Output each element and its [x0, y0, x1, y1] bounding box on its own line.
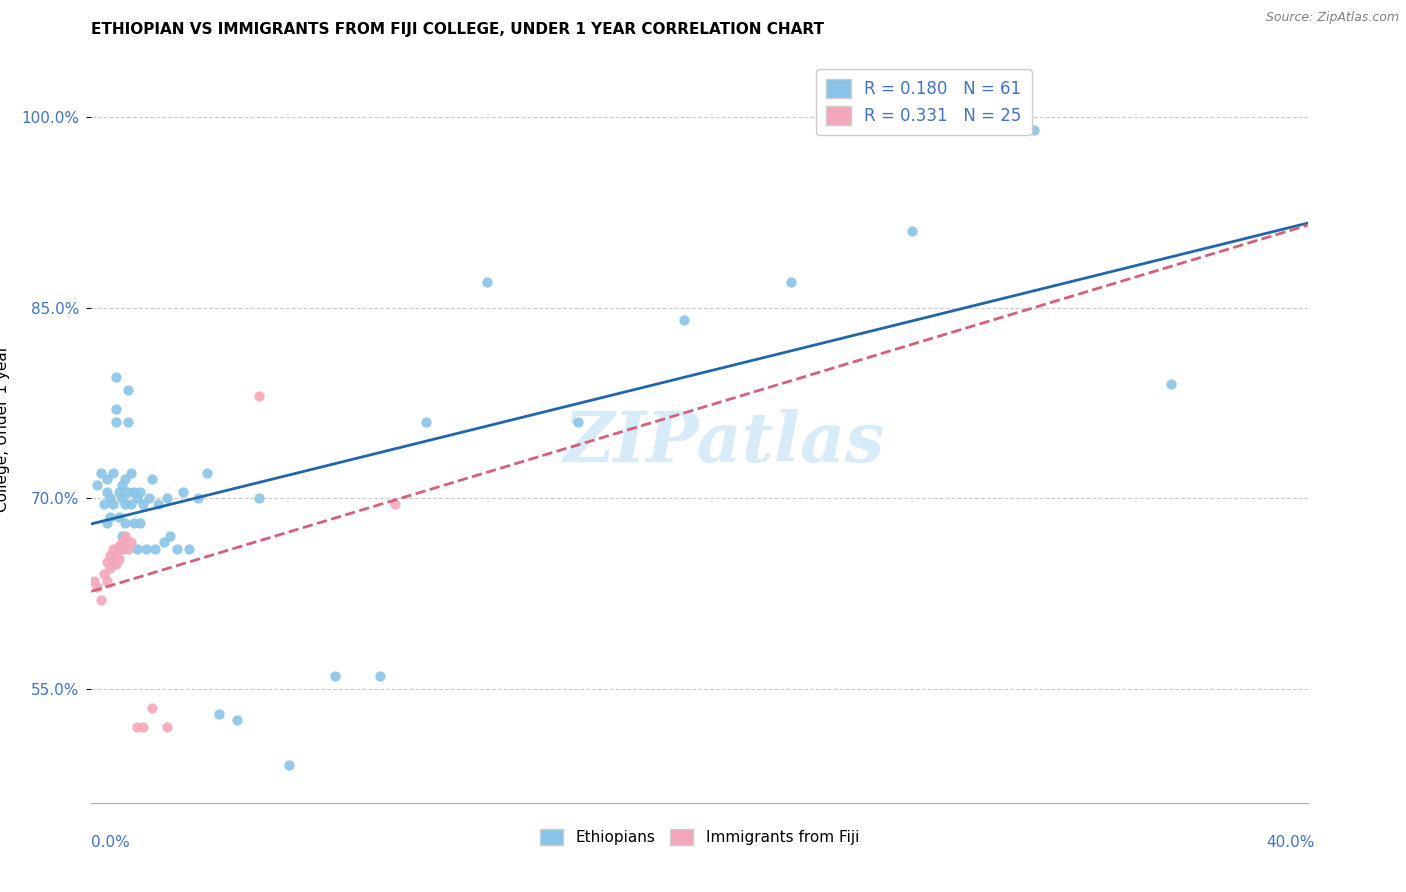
Point [98, 561, 121, 575]
Point [159, 529, 181, 543]
Point [125, 541, 148, 556]
Point [247, 389, 270, 403]
Point [114, 472, 136, 486]
Point [125, 491, 148, 505]
Point [114, 516, 136, 531]
Point [129, 484, 152, 499]
Point [98, 491, 121, 505]
Point [384, 497, 406, 511]
Point [166, 541, 188, 556]
Point [1022, 122, 1045, 136]
Point [107, 552, 129, 566]
Point [86, 580, 108, 594]
Point [107, 484, 129, 499]
Point [96, 472, 118, 486]
Point [101, 554, 124, 568]
Point [117, 541, 139, 556]
Point [101, 497, 124, 511]
Point [111, 491, 134, 505]
Point [96, 574, 118, 588]
Legend: Ethiopians, Immigrants from Fiji: Ethiopians, Immigrants from Fiji [534, 823, 865, 851]
Point [111, 535, 134, 549]
Point [120, 497, 142, 511]
Point [111, 541, 134, 556]
Point [177, 541, 200, 556]
Point [195, 466, 218, 480]
Point [156, 720, 179, 734]
Point [104, 415, 127, 429]
Point [101, 541, 124, 556]
Point [104, 402, 127, 417]
Text: Source: ZipAtlas.com: Source: ZipAtlas.com [1265, 11, 1399, 24]
Point [111, 541, 134, 556]
Point [247, 491, 270, 505]
Text: ETHIOPIAN VS IMMIGRANTS FROM FIJI COLLEGE, UNDER 1 YEAR CORRELATION CHART: ETHIOPIAN VS IMMIGRANTS FROM FIJI COLLEG… [91, 22, 824, 37]
Point [567, 415, 589, 429]
Point [98, 548, 121, 562]
Point [278, 757, 301, 772]
Point [111, 529, 134, 543]
Point [120, 535, 142, 549]
Point [901, 224, 924, 238]
Text: 40.0%: 40.0% [1267, 836, 1315, 850]
Point [107, 510, 129, 524]
Point [117, 484, 139, 499]
Point [368, 669, 391, 683]
Point [104, 548, 127, 562]
Point [107, 539, 129, 553]
Point [89, 466, 111, 480]
Point [132, 497, 155, 511]
Text: ZIPatlas: ZIPatlas [564, 409, 884, 477]
Point [125, 720, 148, 734]
Point [122, 516, 145, 531]
Point [187, 491, 209, 505]
Point [98, 510, 121, 524]
Point [779, 275, 801, 289]
Point [323, 669, 346, 683]
Point [156, 491, 179, 505]
Point [96, 554, 118, 568]
Point [89, 592, 111, 607]
Y-axis label: College, Under 1 year: College, Under 1 year [0, 344, 10, 512]
Point [104, 370, 127, 384]
Point [148, 497, 170, 511]
Point [114, 529, 136, 543]
Point [117, 383, 139, 397]
Point [475, 275, 498, 289]
Point [83, 574, 105, 588]
Point [1160, 376, 1182, 391]
Point [86, 478, 108, 492]
Point [114, 497, 136, 511]
Point [172, 484, 194, 499]
Point [415, 415, 437, 429]
Point [138, 491, 160, 505]
Point [208, 706, 231, 721]
Point [153, 535, 176, 549]
Point [120, 466, 142, 480]
Point [111, 478, 134, 492]
Point [93, 567, 115, 582]
Text: 0.0%: 0.0% [91, 836, 131, 850]
Point [93, 497, 115, 511]
Point [101, 466, 124, 480]
Point [129, 516, 152, 531]
Point [96, 516, 118, 531]
Point [226, 713, 249, 727]
Point [117, 415, 139, 429]
Point [96, 484, 118, 499]
Point [135, 541, 157, 556]
Point [132, 720, 155, 734]
Point [143, 541, 166, 556]
Point [141, 700, 163, 714]
Point [141, 472, 163, 486]
Point [122, 484, 145, 499]
Point [104, 557, 127, 571]
Point [673, 313, 696, 327]
